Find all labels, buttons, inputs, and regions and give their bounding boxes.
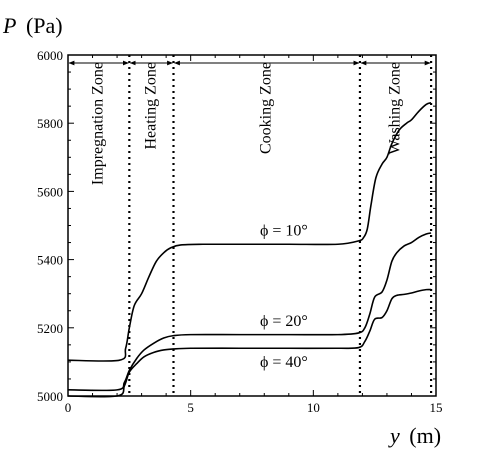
y-axis-title: P (Pa) [2,13,63,38]
zone-label: Cooking Zone [258,62,275,154]
y-tick-label: 6000 [37,48,63,63]
x-tick-label: 5 [187,400,194,415]
zone-label: Heating Zone [142,62,159,150]
y-tick-label: 5000 [37,389,63,404]
y-tick-label: 5800 [37,116,63,131]
zone-label: Washing Zone [387,62,404,154]
series-line-2 [67,288,432,398]
series-layer [67,101,432,398]
zone-label: Impregnation Zone [90,62,107,185]
tick-marks [67,54,437,397]
plot-frame [67,54,437,397]
curve-label: ϕ = 40° [260,354,308,371]
x-axis-title: y (m) [388,423,441,448]
curve-label: ϕ = 20° [260,313,308,330]
x-tick-label: 15 [430,400,443,415]
tick-labels: 0 5 10 15 5000 5200 5400 5600 5800 6000 [37,48,443,415]
series-line-0 [67,101,432,362]
y-tick-label: 5200 [37,321,63,336]
y-tick-label: 5400 [37,253,63,268]
curve-labels: ϕ = 10° ϕ = 20° ϕ = 40° [260,223,308,371]
x-tick-label: 0 [65,400,72,415]
zone-labels: Impregnation Zone Heating Zone Cooking Zon… [90,62,404,185]
x-tick-label: 10 [307,400,320,415]
curve-label: ϕ = 10° [260,223,308,240]
y-tick-label: 5600 [37,184,63,199]
series-line-1 [67,232,432,392]
